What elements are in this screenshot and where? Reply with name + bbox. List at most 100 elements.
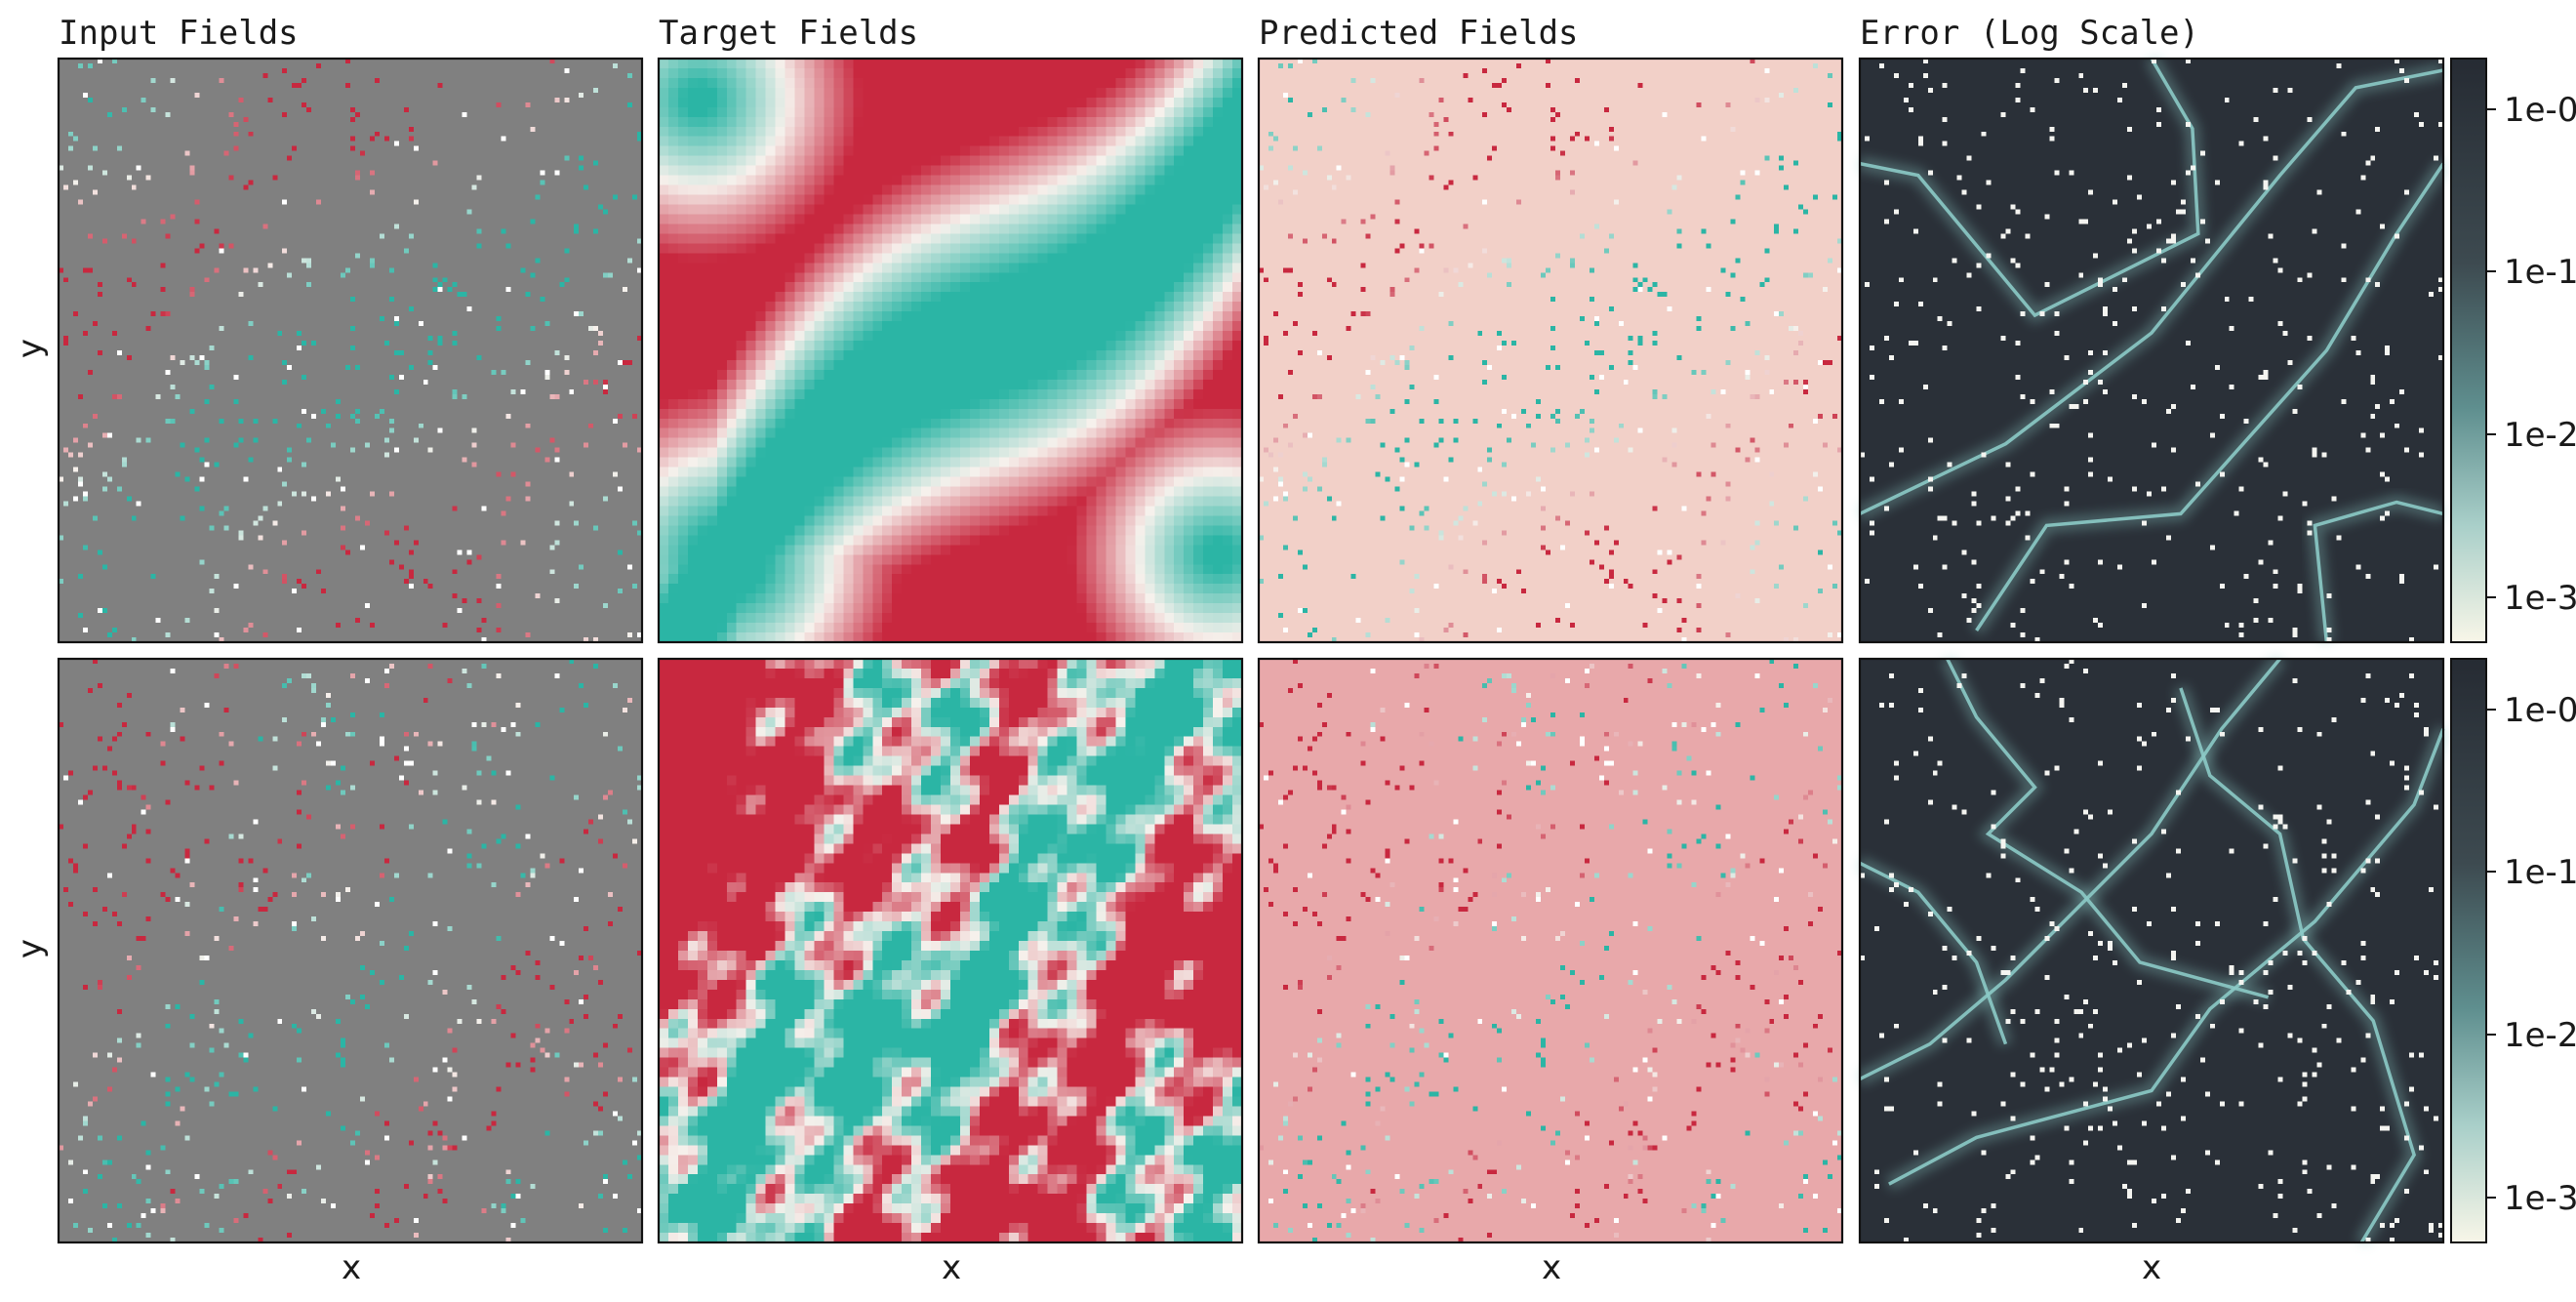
field-cell — [959, 476, 971, 488]
observation-pixel — [1292, 145, 1298, 151]
field-cell — [1057, 418, 1068, 429]
field-cell — [716, 331, 728, 342]
observation-pixel — [1837, 447, 1842, 453]
error-pixel — [2083, 219, 2089, 224]
field-cell — [1125, 369, 1136, 381]
field-cell — [950, 545, 961, 555]
field-cell — [959, 496, 971, 508]
field-cell — [697, 350, 708, 361]
observation-pixel — [345, 59, 350, 63]
field-cell — [1223, 194, 1233, 206]
field-cell — [775, 496, 786, 508]
field-cell — [1086, 87, 1098, 99]
observation-pixel — [306, 437, 312, 443]
error-pixel — [2312, 452, 2317, 458]
field-cell — [1008, 243, 1020, 254]
field-cell — [853, 535, 864, 546]
observation-pixel — [1259, 476, 1264, 482]
observation-pixel — [1652, 506, 1658, 511]
field-cell — [1086, 194, 1098, 206]
field-cell — [765, 554, 777, 565]
field-cell — [824, 59, 834, 69]
observation-pixel — [1370, 354, 1376, 360]
field-cell — [1135, 574, 1146, 585]
field-cell — [1106, 272, 1117, 283]
field-cell — [804, 486, 816, 498]
field-cell — [863, 311, 873, 322]
field-cell — [931, 388, 942, 400]
field-cell — [1027, 593, 1039, 604]
field-cell — [667, 486, 679, 498]
field-cell — [716, 437, 728, 449]
field-cell — [824, 574, 834, 585]
field-cell — [843, 427, 854, 439]
field-cell — [872, 574, 883, 585]
field-cell — [804, 437, 816, 449]
field-cell — [911, 341, 922, 351]
field-cell — [785, 145, 796, 157]
field-cell — [1203, 447, 1214, 459]
field-cell — [872, 525, 883, 536]
observation-pixel — [559, 282, 565, 288]
observation-pixel — [1584, 452, 1590, 458]
field-cell — [1027, 437, 1039, 449]
field-cell — [979, 506, 990, 517]
field-cell — [1232, 243, 1243, 254]
field-cell — [1076, 457, 1088, 468]
field-cell — [736, 341, 747, 351]
observation-pixel — [1302, 471, 1308, 477]
field-cell — [716, 350, 728, 361]
field-cell — [765, 427, 777, 439]
observation-pixel — [1637, 287, 1643, 293]
field-cell — [1203, 506, 1214, 517]
observation-pixel — [471, 442, 477, 448]
field-cell — [1086, 145, 1098, 157]
field-cell — [872, 398, 883, 410]
observation-pixel — [1541, 525, 1547, 531]
field-cell — [1008, 194, 1020, 206]
field-cell — [1164, 253, 1175, 264]
field-cell — [814, 204, 825, 216]
observation-pixel — [1813, 194, 1819, 200]
observation-pixel — [287, 272, 293, 278]
field-cell — [677, 331, 689, 342]
field-cell — [1154, 603, 1165, 614]
field-cell — [1125, 593, 1136, 604]
observation-pixel — [1550, 145, 1555, 151]
field-cell — [1027, 525, 1039, 536]
field-cell — [1164, 243, 1175, 254]
field-cell — [1145, 175, 1155, 186]
field-cell — [941, 593, 951, 604]
field-cell — [824, 447, 834, 459]
field-cell — [804, 613, 816, 624]
field-cell — [853, 67, 864, 79]
field-cell — [1203, 175, 1214, 186]
observation-pixel — [603, 379, 609, 385]
observation-pixel — [462, 111, 467, 117]
field-cell — [1213, 369, 1224, 381]
field-cell — [1223, 214, 1233, 225]
field-cell — [677, 97, 689, 108]
observation-pixel — [287, 364, 293, 370]
field-cell — [659, 214, 669, 225]
field-cell — [736, 194, 747, 206]
error-pixel — [2098, 379, 2104, 385]
field-cell — [1067, 535, 1078, 546]
field-cell — [1008, 398, 1020, 410]
field-cell — [677, 564, 689, 575]
field-cell — [765, 341, 777, 351]
field-cell — [775, 77, 786, 89]
observation-pixel — [1554, 408, 1560, 414]
field-cell — [1037, 359, 1049, 371]
field-cell — [1027, 447, 1039, 459]
field-cell — [804, 311, 816, 322]
field-cell — [853, 214, 864, 225]
field-cell — [1047, 515, 1059, 526]
field-cell — [979, 486, 990, 498]
field-cell — [979, 97, 990, 108]
field-cell — [853, 282, 864, 293]
field-cell — [1057, 593, 1068, 604]
field-cell — [863, 418, 873, 429]
panels — [57, 55, 2450, 1246]
field-cell — [1184, 359, 1194, 371]
